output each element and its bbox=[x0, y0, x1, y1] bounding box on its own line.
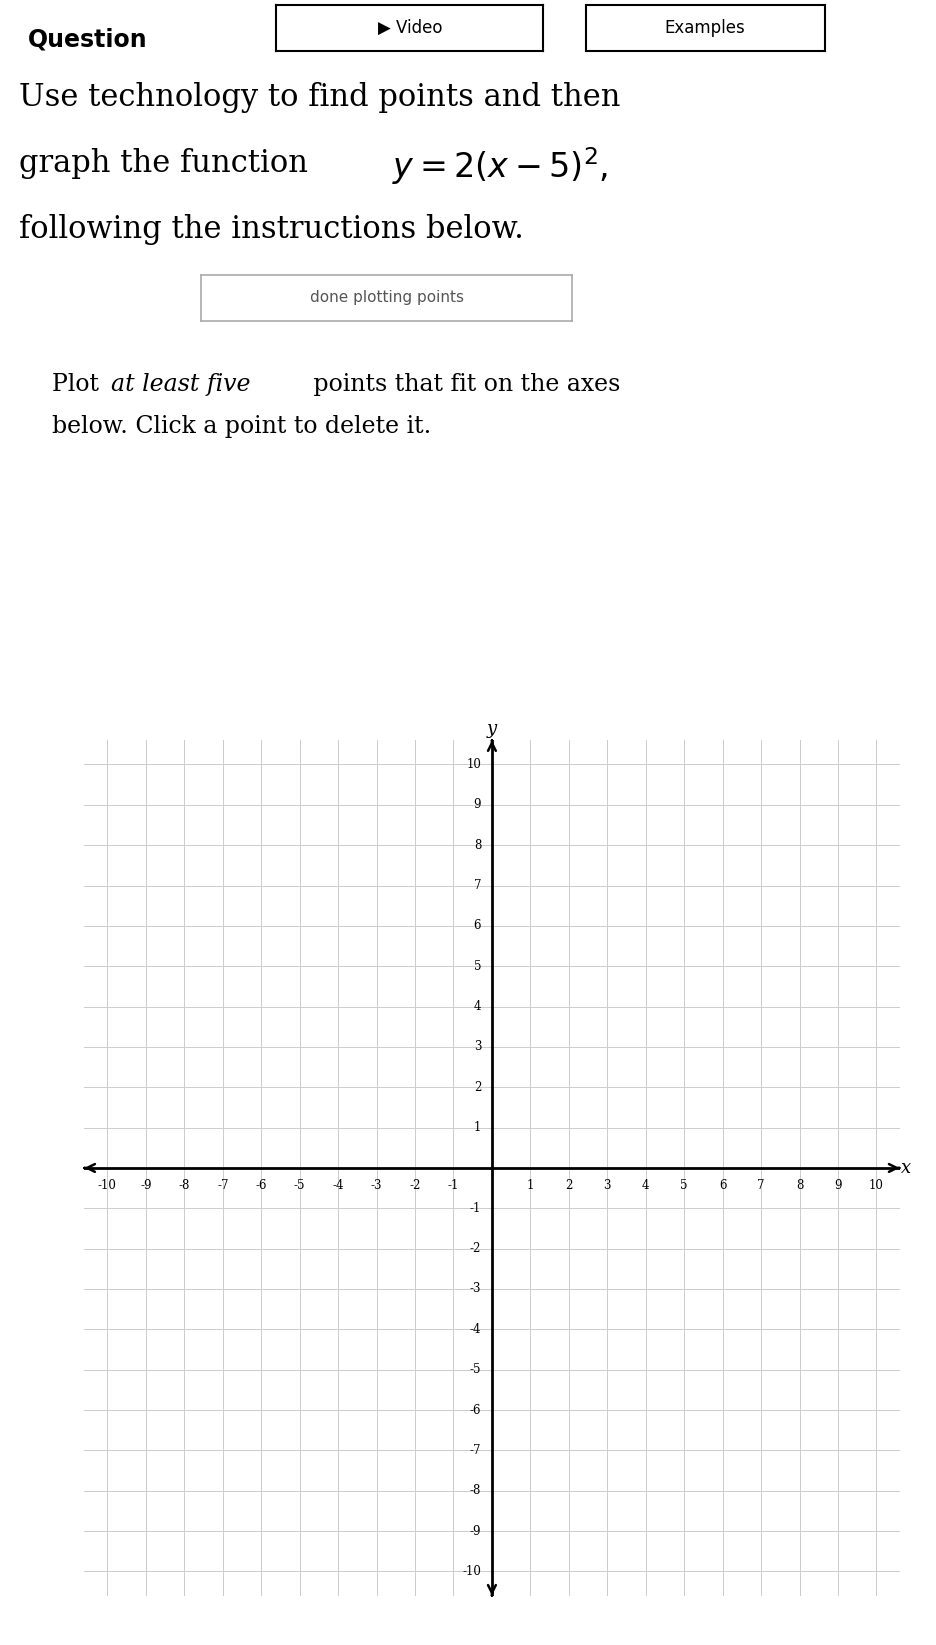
Text: done plotting points: done plotting points bbox=[309, 290, 463, 306]
Text: -3: -3 bbox=[371, 1179, 382, 1193]
Text: -9: -9 bbox=[469, 1525, 481, 1538]
Text: -6: -6 bbox=[256, 1179, 267, 1193]
Text: -9: -9 bbox=[140, 1179, 152, 1193]
Text: -4: -4 bbox=[332, 1179, 344, 1193]
Text: -8: -8 bbox=[469, 1484, 481, 1497]
Text: Plot: Plot bbox=[51, 373, 106, 396]
Text: -1: -1 bbox=[469, 1202, 481, 1214]
Text: Use technology to find points and then: Use technology to find points and then bbox=[19, 82, 620, 114]
Text: following the instructions below.: following the instructions below. bbox=[19, 214, 523, 245]
Text: points that fit on the axes: points that fit on the axes bbox=[306, 373, 621, 396]
Text: 9: 9 bbox=[833, 1179, 841, 1193]
Text: x: x bbox=[900, 1160, 911, 1176]
Text: 10: 10 bbox=[466, 758, 481, 772]
Text: -5: -5 bbox=[294, 1179, 305, 1193]
Text: -8: -8 bbox=[179, 1179, 190, 1193]
Text: 9: 9 bbox=[474, 798, 481, 811]
Text: -4: -4 bbox=[469, 1323, 481, 1336]
Text: below. Click a point to delete it.: below. Click a point to delete it. bbox=[51, 415, 431, 438]
Text: -10: -10 bbox=[461, 1564, 481, 1578]
Text: 4: 4 bbox=[474, 1000, 481, 1013]
Text: -3: -3 bbox=[469, 1283, 481, 1296]
Text: -5: -5 bbox=[469, 1364, 481, 1377]
Text: -7: -7 bbox=[469, 1444, 481, 1457]
Text: graph the function: graph the function bbox=[19, 148, 317, 179]
Text: 3: 3 bbox=[603, 1179, 610, 1193]
Text: $y = 2(x-5)^{2},$: $y = 2(x-5)^{2},$ bbox=[391, 145, 607, 186]
Text: at least five: at least five bbox=[110, 373, 250, 396]
Text: -2: -2 bbox=[409, 1179, 420, 1193]
Text: 2: 2 bbox=[474, 1081, 481, 1094]
Text: 6: 6 bbox=[474, 920, 481, 933]
Text: 6: 6 bbox=[718, 1179, 725, 1193]
Text: Question: Question bbox=[28, 28, 148, 53]
Text: 1: 1 bbox=[474, 1122, 481, 1133]
Text: -2: -2 bbox=[469, 1242, 481, 1255]
Text: -10: -10 bbox=[98, 1179, 117, 1193]
Text: -7: -7 bbox=[217, 1179, 228, 1193]
Text: 8: 8 bbox=[474, 839, 481, 852]
Text: 5: 5 bbox=[680, 1179, 687, 1193]
Text: -1: -1 bbox=[447, 1179, 459, 1193]
Text: 4: 4 bbox=[641, 1179, 649, 1193]
Text: y: y bbox=[487, 721, 496, 739]
Text: 3: 3 bbox=[474, 1040, 481, 1053]
Text: 10: 10 bbox=[868, 1179, 883, 1193]
Text: Examples: Examples bbox=[664, 20, 745, 36]
Text: 8: 8 bbox=[795, 1179, 802, 1193]
Text: -6: -6 bbox=[469, 1403, 481, 1416]
Text: 2: 2 bbox=[564, 1179, 572, 1193]
Text: 7: 7 bbox=[756, 1179, 764, 1193]
Text: 1: 1 bbox=[526, 1179, 534, 1193]
Text: 5: 5 bbox=[474, 959, 481, 972]
Text: ▶ Video: ▶ Video bbox=[377, 20, 442, 36]
Text: 7: 7 bbox=[474, 878, 481, 892]
